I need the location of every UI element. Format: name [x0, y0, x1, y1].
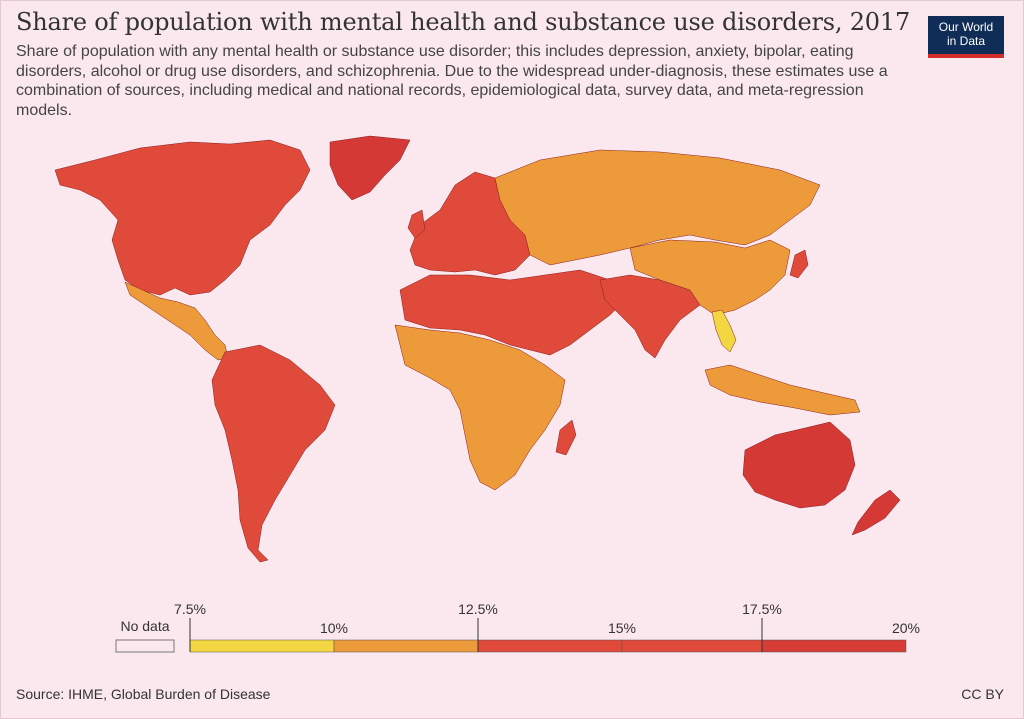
region-uk[interactable]: Europe	[407, 209, 426, 239]
region-greenland[interactable]: Greenland	[329, 135, 411, 201]
legend-tick-bottom-label-2: 15%	[608, 620, 636, 636]
legend-tick-top-label-1: 7.5%	[174, 601, 206, 617]
region-australia[interactable]: Australia & New Zealand	[742, 421, 856, 509]
legend-tick-top-label-3: 17.5%	[742, 601, 782, 617]
logo-line-2: in Data	[946, 34, 986, 48]
source-note[interactable]: Source: IHME, Global Burden of Disease	[16, 686, 271, 702]
region-japan[interactable]: Middle East & North Africa	[789, 249, 809, 279]
legend-tick-bottom-label-1: 10%	[320, 620, 348, 636]
region-new-zealand[interactable]: Australia & New Zealand	[851, 489, 901, 536]
legend-bin-5[interactable]	[761, 639, 907, 653]
region-south-america[interactable]: South America	[211, 344, 336, 563]
license-label[interactable]: CC BY	[961, 686, 1004, 702]
legend-bin-4[interactable]	[621, 639, 763, 653]
legend-bin-2[interactable]	[333, 639, 479, 653]
chart-subtitle: Share of population with any mental heal…	[16, 43, 888, 119]
legend-no-data-label: No data	[120, 618, 169, 634]
legend-tick-top-label-2: 12.5%	[458, 601, 498, 617]
map-legend: No data 7.5% 12.5% 17.5% 10% 15% 20%	[0, 600, 1024, 670]
region-southeast-asia[interactable]: East Asia	[704, 364, 861, 416]
legend-no-data-swatch	[115, 639, 175, 653]
legend-tick-bottom-label-3: 20%	[892, 620, 920, 636]
logo-line-1: Our World	[938, 20, 994, 34]
region-russia-central-asia[interactable]: Russia & Central Asia	[494, 149, 821, 266]
region-central-america[interactable]: Mexico & Central America	[124, 281, 229, 361]
world-map-svg: North America Greenland Mexico & Central…	[54, 135, 901, 563]
chart-title: Share of population with mental health a…	[16, 8, 911, 36]
owid-logo[interactable]: Our World in Data	[928, 16, 1004, 58]
legend-bin-1[interactable]	[189, 639, 335, 653]
world-map: North America Greenland Mexico & Central…	[0, 130, 1024, 600]
region-mena[interactable]: Middle East & North Africa	[399, 269, 626, 356]
region-madagascar[interactable]: Middle East & North Africa	[555, 419, 577, 456]
legend-svg: No data 7.5% 12.5% 17.5% 10% 15% 20%	[115, 601, 920, 653]
region-east-asia[interactable]: East Asia	[629, 239, 791, 316]
region-north-america[interactable]: North America	[54, 139, 311, 296]
legend-bin-3[interactable]	[477, 639, 623, 653]
region-vietnam[interactable]: Vietnam	[711, 309, 737, 353]
region-sub-saharan-africa[interactable]: Sub-Saharan Africa	[394, 324, 566, 491]
